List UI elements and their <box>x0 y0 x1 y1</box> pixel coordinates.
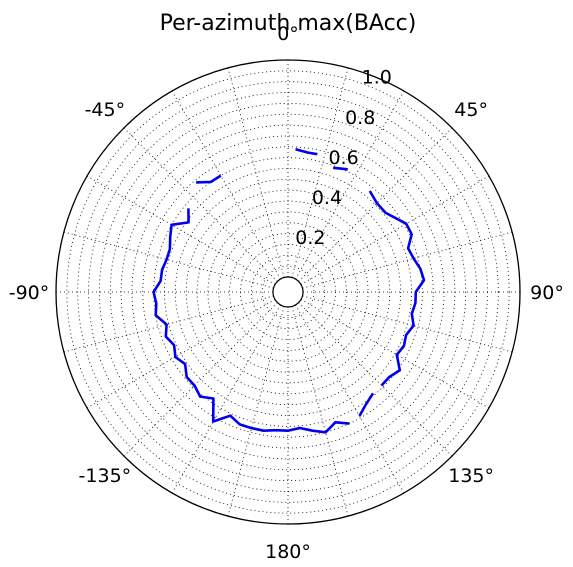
grid-circle <box>142 146 434 438</box>
grid-spoke <box>123 302 278 457</box>
r-tick-label: 0.8 <box>345 107 375 129</box>
grid-circle <box>196 200 380 384</box>
series-line <box>368 190 426 387</box>
grid-circle <box>153 157 423 427</box>
grid-circle <box>120 124 456 460</box>
theta-tick-label: -135° <box>79 465 132 487</box>
r-tick-label: 0.2 <box>295 227 325 249</box>
series-line <box>152 208 350 434</box>
grid-spoke <box>227 306 285 517</box>
grid-spoke <box>63 231 274 289</box>
series-line <box>295 147 318 156</box>
grid-circle <box>98 102 478 482</box>
grid-circle <box>261 265 315 319</box>
grid-spoke <box>298 127 453 282</box>
chart-title: Per-azimuth max(BAcc) <box>160 11 417 36</box>
grid-spoke <box>86 299 276 409</box>
grid-spoke <box>86 175 276 285</box>
grid-spoke <box>291 306 349 517</box>
theta-tick-label: 45° <box>454 99 488 121</box>
grid-spoke <box>171 90 281 280</box>
grid-circle <box>229 233 347 351</box>
theta-tick-label: -45° <box>85 99 126 121</box>
inner-circle <box>272 276 304 308</box>
grid-circle <box>131 135 445 449</box>
r-tick-label: 0.4 <box>312 187 342 209</box>
grid-spoke <box>63 295 274 353</box>
grid-spoke <box>123 127 278 282</box>
grid <box>56 60 520 524</box>
theta-tick-label: 0° <box>277 23 299 45</box>
grid-spoke <box>302 295 513 353</box>
grid-spoke <box>302 231 513 289</box>
r-tick-label: 0.6 <box>328 147 358 169</box>
theta-tick-label: 135° <box>448 465 494 487</box>
grid-spoke <box>171 304 281 494</box>
grid-spoke <box>295 90 405 280</box>
grid-circle <box>185 189 391 395</box>
tick-labels: 0.2 0.4 0.6 0.8 1.0 0° 45° 90° 135° 180° -135° -90°… <box>9 23 564 563</box>
axes <box>55 59 521 525</box>
grid-circle <box>66 70 510 514</box>
grid-spoke <box>227 67 285 278</box>
grid-spoke <box>300 299 490 409</box>
series-line <box>333 166 348 171</box>
grid-circle <box>218 222 358 362</box>
grid-spoke <box>300 175 490 285</box>
theta-tick-label: -90° <box>9 282 50 304</box>
series <box>152 147 426 434</box>
series-line <box>196 174 222 184</box>
grid-circle <box>174 178 402 406</box>
outer-circle <box>55 59 521 525</box>
grid-circle <box>207 211 369 373</box>
grid-spoke <box>295 304 405 494</box>
grid-circle <box>250 254 326 330</box>
grid-spoke <box>291 67 349 278</box>
grid-circle <box>77 81 499 503</box>
theta-tick-label: 90° <box>530 282 564 304</box>
grid-circle <box>109 113 467 471</box>
grid-spoke <box>298 302 453 457</box>
series-line <box>358 392 375 417</box>
r-tick-label: 1.0 <box>362 67 392 89</box>
theta-tick-label: 180° <box>265 541 311 563</box>
